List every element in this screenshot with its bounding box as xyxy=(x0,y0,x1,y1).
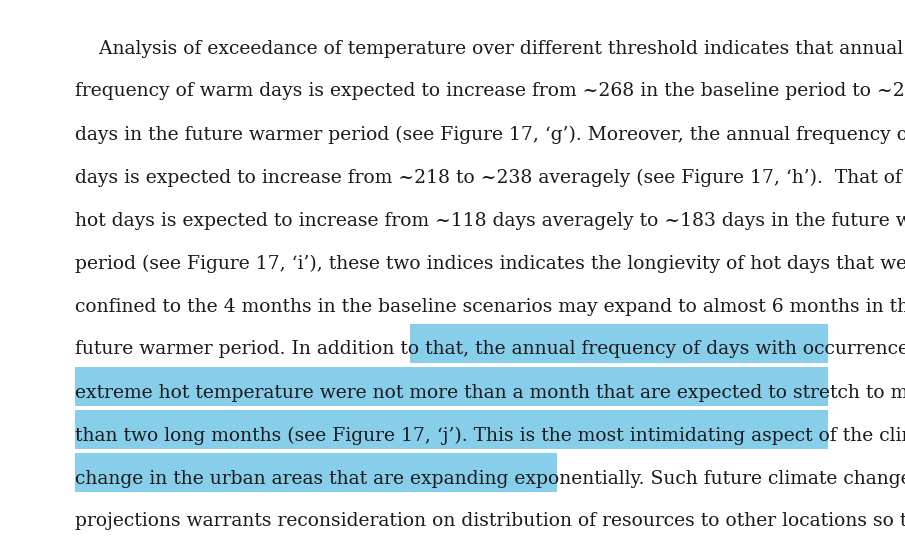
Text: future warmer period. In addition to that, the annual frequency of days with occ: future warmer period. In addition to tha… xyxy=(75,341,905,358)
Bar xyxy=(410,324,828,363)
Bar xyxy=(75,367,828,406)
Text: Analysis of exceedance of temperature over different threshold indicates that an: Analysis of exceedance of temperature ov… xyxy=(75,39,903,58)
Text: days is expected to increase from ~218 to ~238 averagely (see Figure 17, ‘h’).  : days is expected to increase from ~218 t… xyxy=(75,168,905,186)
Bar xyxy=(75,453,557,492)
Bar xyxy=(75,410,828,449)
Text: projections warrants reconsideration on distribution of resources to other locat: projections warrants reconsideration on … xyxy=(75,513,905,530)
Text: than two long months (see Figure 17, ‘j’). This is the most intimidating aspect : than two long months (see Figure 17, ‘j’… xyxy=(75,426,905,445)
Text: frequency of warm days is expected to increase from ~268 in the baseline period : frequency of warm days is expected to in… xyxy=(75,82,905,101)
Text: confined to the 4 months in the baseline scenarios may expand to almost 6 months: confined to the 4 months in the baseline… xyxy=(75,298,905,316)
Text: hot days is expected to increase from ~118 days averagely to ~183 days in the fu: hot days is expected to increase from ~1… xyxy=(75,211,905,229)
Text: period (see Figure 17, ‘i’), these two indices indicates the longievity of hot d: period (see Figure 17, ‘i’), these two i… xyxy=(75,254,905,273)
Text: extreme hot temperature were not more than a month that are expected to stretch : extreme hot temperature were not more th… xyxy=(75,383,905,401)
Text: days in the future warmer period (see Figure 17, ‘g’). Moreover, the annual freq: days in the future warmer period (see Fi… xyxy=(75,126,905,144)
Text: change in the urban areas that are expanding exponentially. Such future climate : change in the urban areas that are expan… xyxy=(75,469,905,488)
